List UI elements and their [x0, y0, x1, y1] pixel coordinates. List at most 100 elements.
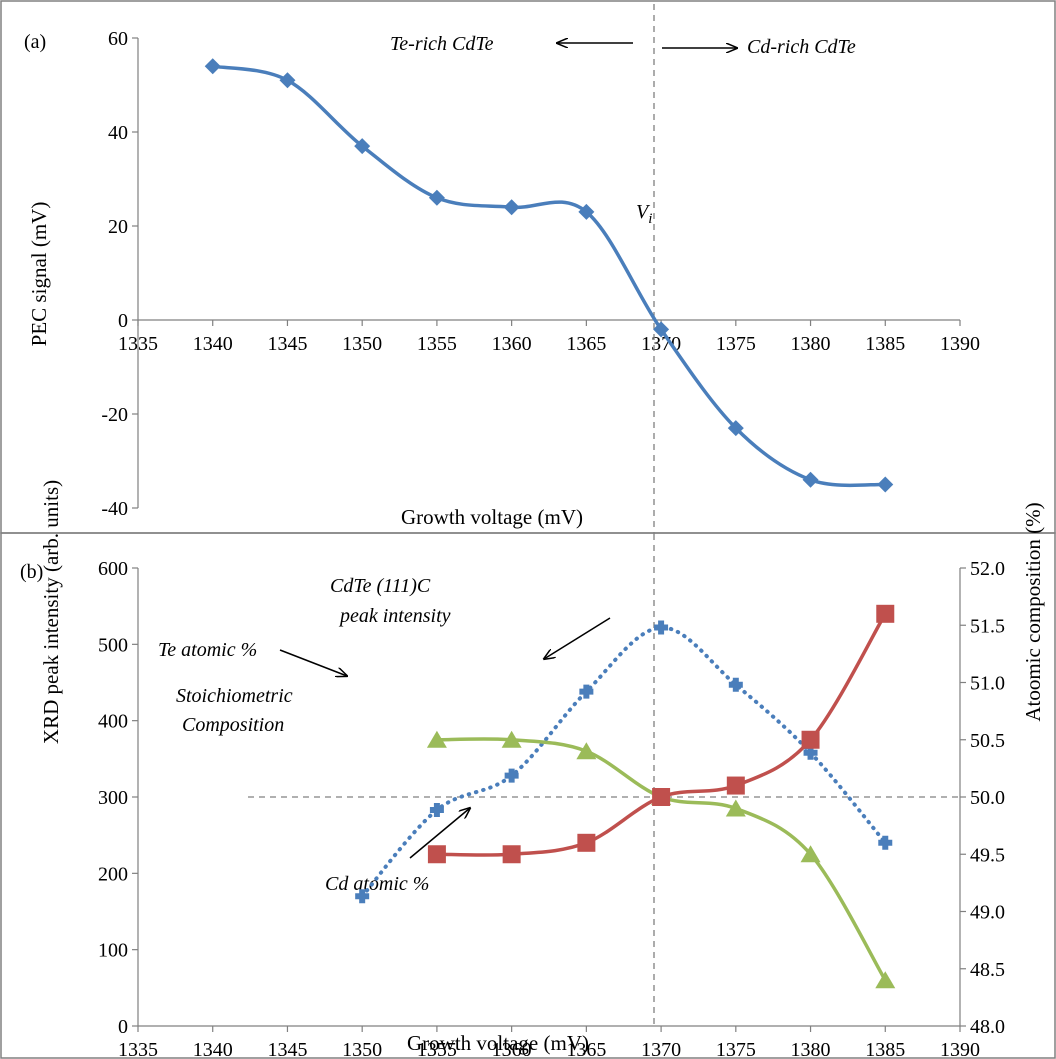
- pec-data-point: [802, 471, 819, 488]
- te-series-point: [501, 730, 522, 748]
- stoich-label-2: Composition: [182, 714, 284, 736]
- panel-b-y-right-tick-label: 48.0: [970, 1016, 1005, 1038]
- te-series-point: [426, 730, 447, 748]
- panel-b-y-right-tick-label: 52.0: [970, 558, 1005, 580]
- panel-b-x-tick-label: 1375: [716, 1039, 756, 1059]
- panel-a-x-tick-label: 1365: [566, 333, 606, 355]
- xrd-series-line: [360, 625, 888, 899]
- panel-b-x-tick-label: 1360: [492, 1039, 532, 1059]
- pec-series-line: [210, 64, 888, 488]
- panel-a-y-ticks: -40 -20 0 20 40 60: [101, 28, 138, 520]
- panel-b-y-tick-label: 300: [98, 787, 128, 809]
- panel-b-x-tick-label: 1390: [940, 1039, 980, 1059]
- panel-b-x-tick-label: 1370: [641, 1039, 681, 1059]
- te-arrow: [279, 649, 347, 676]
- pec-data-point: [279, 72, 296, 89]
- cd-series-point: [502, 845, 521, 864]
- panel-b-xlabel: Growth voltage (mV): [407, 1031, 589, 1055]
- panel-a-ylabel: PEC signal (mV): [27, 202, 51, 347]
- panel-b-y-tick-label: 200: [98, 863, 128, 885]
- xrd-series-point: [429, 802, 444, 817]
- xrd-series-point: [728, 677, 743, 692]
- panel-a-y-tick-label: 20: [108, 216, 128, 238]
- panel-a-x-tick-label: 1370: [641, 333, 681, 355]
- cd-atomic-label: Cd atomic %: [325, 873, 429, 895]
- panel-b: (b) 0 100 200 300 400 500 600 48.0 48.5 49.0 49.5…: [20, 480, 1045, 1059]
- panel-a-x-tick-label: 1340: [193, 333, 233, 355]
- panel-a-y-tick-label: -40: [101, 498, 128, 520]
- cd-series-point: [577, 833, 596, 852]
- xrd-label-1: CdTe (111)C: [330, 575, 431, 597]
- panel-b-y-tick-label: 500: [98, 634, 128, 656]
- cd-series-point: [652, 788, 671, 806]
- panel-b-series: [355, 604, 896, 989]
- xrd-series-point: [878, 835, 893, 850]
- panel-b-y-right-tick-label: 49.0: [970, 902, 1005, 924]
- panel-a-x-tick-label: 1390: [940, 333, 980, 355]
- te-series-point: [725, 799, 746, 817]
- pec-data-point: [503, 199, 520, 216]
- pec-data-point: [877, 476, 894, 493]
- te-series-point: [576, 742, 597, 760]
- panel-b-y-right-tick-label: 51.5: [970, 615, 1005, 637]
- cd-arrow: [409, 808, 470, 859]
- panel-b-x-tick-label: 1345: [267, 1039, 307, 1059]
- panel-a-x-tick-label: 1360: [492, 333, 532, 355]
- panel-b-y-right-tick-label: 49.5: [970, 844, 1005, 866]
- vi-subscript: i: [648, 211, 652, 227]
- xrd-series-point: [579, 684, 594, 699]
- panel-a-x-tick-label: 1335: [118, 333, 158, 355]
- panel-a-y-tick-label: 0: [118, 310, 128, 332]
- panel-a-x-tick-label: 1350: [342, 333, 382, 355]
- panel-b-x-tick-label: 1380: [791, 1039, 831, 1059]
- xrd-label-2: peak intensity: [338, 605, 451, 627]
- xrd-series-point: [355, 889, 370, 904]
- cd-rich-label: Cd-rich CdTe: [747, 36, 856, 58]
- cd-series-point: [427, 845, 446, 864]
- panel-b-x-tick-label: 1385: [865, 1039, 905, 1059]
- panel-a-y-tick-label: 60: [108, 28, 128, 50]
- panel-b-frame: [0, 532, 1056, 1059]
- panel-b-x-tick-label: 1340: [193, 1039, 233, 1059]
- panel-b-y-right-tick-label: 50.5: [970, 730, 1005, 752]
- panel-b-ylabel-right: Atoomic composition (%): [1021, 502, 1045, 721]
- te-series-point: [875, 971, 896, 989]
- panel-a-label: (a): [24, 31, 46, 53]
- panel-a-x-tick-label: 1355: [417, 333, 457, 355]
- panel-b-y-ticks: 0 100 200 300 400 500 600: [98, 558, 138, 1038]
- cd-series-point: [801, 730, 820, 749]
- xrd-arrow: [544, 617, 611, 659]
- panel-a-x-tick-label: 1380: [791, 333, 831, 355]
- panel-b-y-tick-label: 100: [98, 940, 128, 962]
- panel-b-x-tick-label: 1365: [566, 1039, 606, 1059]
- panel-b-y-tick-label: 400: [98, 711, 128, 733]
- panel-b-y-right-tick-label: 50.0: [970, 787, 1005, 809]
- pec-data-point: [727, 420, 744, 437]
- panel-a-xlabel: Growth voltage (mV): [401, 505, 583, 529]
- panel-b-ylabel: XRD peak intensity (arb. units): [39, 480, 63, 744]
- pec-data-point: [578, 203, 595, 220]
- panel-b-y-tick-label: 600: [98, 558, 128, 580]
- panel-b-x-tick-label: 1335: [118, 1039, 158, 1059]
- panel-b-y-tick-label: 0: [118, 1016, 128, 1038]
- te-atomic-label: Te atomic %: [158, 639, 257, 661]
- panel-b-y-ticks-right: 48.0 48.5 49.0 49.5 50.0 50.5 51.0 51.5 52.0: [960, 558, 1005, 1038]
- stoich-label-1: Stoichiometric: [176, 685, 293, 707]
- te-series-point: [800, 845, 821, 863]
- panel-b-y-right-tick-label: 51.0: [970, 673, 1005, 695]
- vi-main: V: [636, 201, 651, 223]
- vi-label: Vi: [636, 201, 652, 227]
- te-rich-label: Te-rich CdTe: [390, 33, 494, 55]
- panel-a-x-ticks: 1335 1340 1345 1350 1355 1360 1365 1370 1375 1380…: [118, 320, 980, 355]
- pec-data-point: [653, 321, 670, 338]
- panel-a-frame: [0, 0, 1056, 534]
- panel-b-x-tick-label: 1355: [417, 1039, 457, 1059]
- panel-a-x-tick-label: 1375: [716, 333, 756, 355]
- cd-series-point: [726, 776, 745, 795]
- panel-a-y-tick-label: -20: [101, 404, 128, 426]
- pec-data-point: [428, 189, 445, 206]
- panel-b-y-right-tick-label: 48.5: [970, 959, 1005, 981]
- panel-a-y-tick-label: 40: [108, 122, 128, 144]
